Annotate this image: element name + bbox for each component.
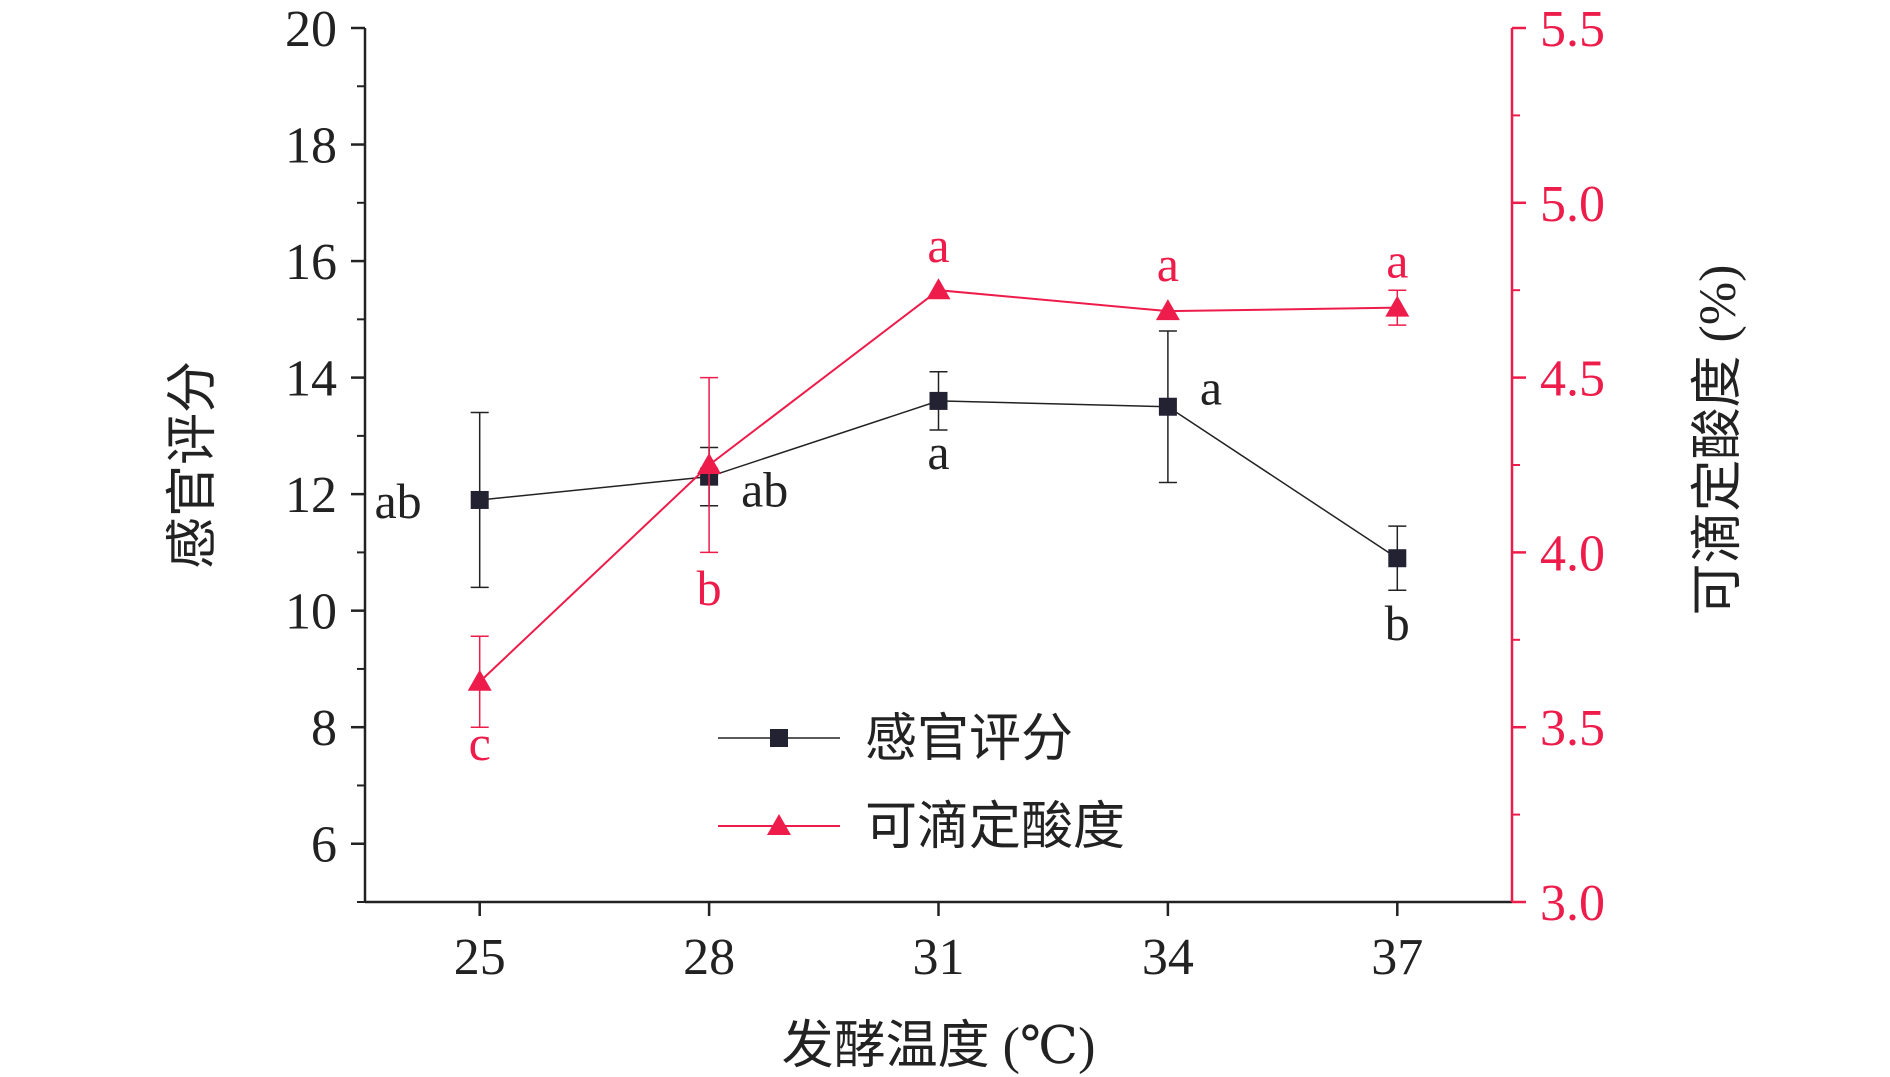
legend-label: 可滴定酸度 <box>865 799 1125 856</box>
y-right-tick-label: 4.5 <box>1540 351 1605 408</box>
y-right-axis-title: 可滴定酸度 (%) <box>1690 265 1747 616</box>
y-left-tick-label: 12 <box>285 467 337 524</box>
axes: 25 28 31 34 37 6 8 10 12 14 16 18 20 3.0 3.5 4.0 4.5 5.0 5… <box>285 1 1605 986</box>
legend-marker <box>767 814 791 835</box>
y-left-tick-label: 8 <box>311 700 337 757</box>
data-point <box>1388 549 1407 568</box>
x-tick-label: 34 <box>1142 929 1194 986</box>
x-axis-title: 发酵温度 (℃) <box>782 1018 1096 1075</box>
y-left-tick-label: 20 <box>285 1 337 58</box>
y-right-tick-label: 3.0 <box>1540 875 1605 932</box>
y-left-tick-label: 18 <box>285 118 337 175</box>
data-point <box>1158 397 1177 416</box>
x-tick-label: 31 <box>913 929 965 986</box>
y-left-tick-label: 16 <box>285 234 337 291</box>
y-left-tick-label: 10 <box>285 584 337 641</box>
significance-label: a <box>1386 233 1408 289</box>
significance-label: a <box>1200 360 1222 416</box>
y-right-tick-label: 5.0 <box>1540 176 1605 233</box>
y-right-tick-label: 5.5 <box>1540 1 1605 58</box>
y-right-tick-label: 3.5 <box>1540 700 1605 757</box>
x-tick-label: 28 <box>683 929 735 986</box>
data-point <box>467 669 492 691</box>
data-point <box>929 391 948 410</box>
legend-item: 可滴定酸度 <box>718 799 1125 856</box>
significance-label: ab <box>374 473 421 529</box>
significance-label: c <box>469 715 491 771</box>
data-point <box>697 453 722 474</box>
y-left-axis-title: 感官评分 <box>165 361 222 569</box>
x-tick-label: 25 <box>454 929 506 986</box>
legend-item: 感官评分 <box>718 711 1073 768</box>
series-titratable-acidity: c b a a a <box>467 217 1410 771</box>
y-left-tick-label: 6 <box>311 817 337 874</box>
legend-label: 感官评分 <box>865 711 1073 768</box>
y-right-tick-label: 4.0 <box>1540 525 1605 582</box>
significance-label: a <box>927 217 949 273</box>
y-left-tick-label: 14 <box>285 351 337 408</box>
significance-label: a <box>927 424 949 480</box>
x-tick-label: 37 <box>1371 929 1423 986</box>
data-point <box>470 490 489 509</box>
significance-label: ab <box>741 462 788 518</box>
data-point <box>926 278 951 300</box>
data-point <box>1385 295 1410 317</box>
significance-label: a <box>1157 236 1179 292</box>
data-point <box>1155 299 1180 321</box>
significance-label: b <box>697 560 722 616</box>
significance-label: b <box>1385 595 1410 651</box>
legend-marker <box>770 729 788 747</box>
